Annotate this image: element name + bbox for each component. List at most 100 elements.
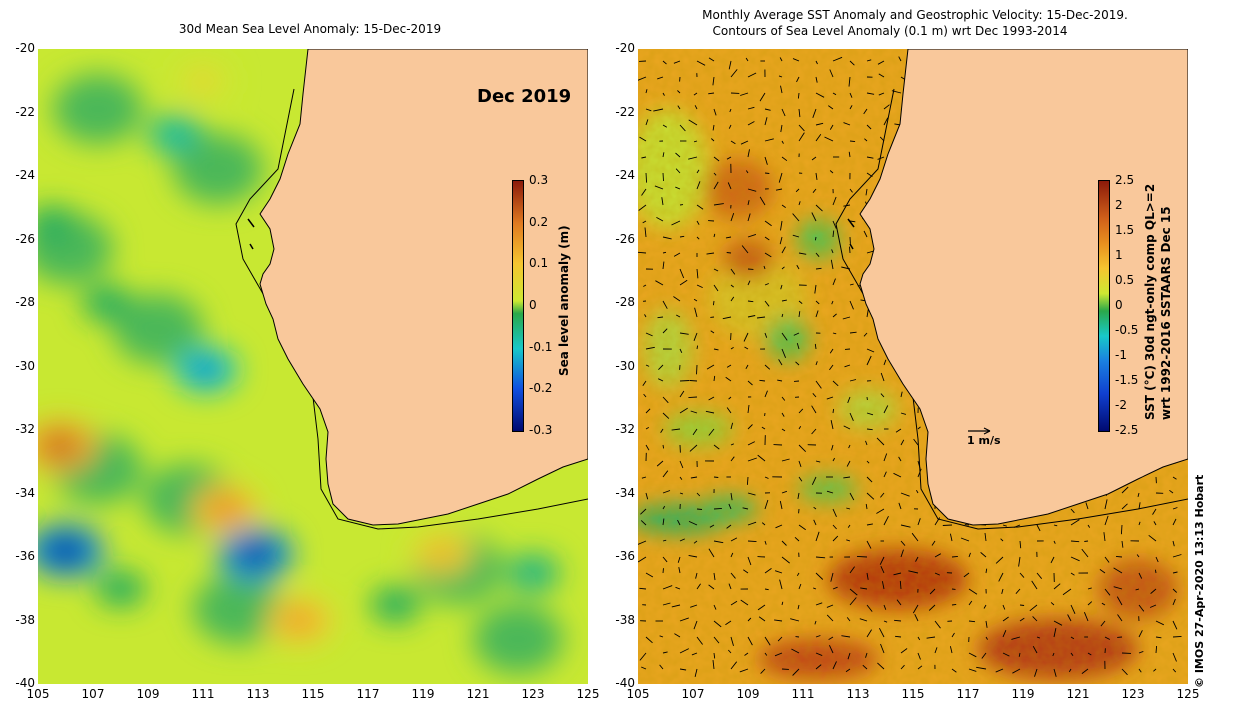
sla-land [259,49,588,526]
velocity-vector [657,316,664,319]
velocity-vector [641,156,647,159]
velocity-vector [675,152,681,158]
velocity-vector [1120,524,1123,535]
velocity-vector [866,156,874,159]
velocity-vector [777,636,783,642]
velocity-vector [811,476,817,485]
velocity-vector [931,540,936,546]
velocity-vector [659,664,664,670]
velocity-vector [645,636,653,644]
velocity-vector [866,572,869,580]
right-panel-title-line1: Monthly Average SST Anomaly and Geostrop… [702,8,1128,22]
velocity-vector [764,332,768,338]
velocity-vector [866,428,873,431]
velocity-vector [1070,652,1074,656]
left-lon-tick: 121 [466,687,490,701]
velocity-vector [662,328,668,334]
velocity-vector [1085,502,1089,510]
velocity-vector [1011,636,1021,640]
velocity-vector [1081,668,1089,674]
velocity-vector [638,204,647,211]
velocity-vector [725,620,732,626]
velocity-vector [662,568,664,574]
velocity-vector [644,314,647,318]
velocity-vector [694,668,698,678]
velocity-vector [832,661,837,670]
velocity-vector [832,380,839,387]
velocity-vector [756,316,766,319]
velocity-vector [1117,614,1123,622]
velocity-vector [1052,652,1055,657]
velocity-vector [1070,508,1075,514]
sla-colorbar-tick: 0 [529,298,537,312]
velocity-vector [713,348,719,351]
velocity-vector [696,284,703,289]
velocity-vector [640,508,647,515]
velocity-vector [747,280,751,286]
sla-anomaly-core [285,610,313,631]
sla-anomaly-core [192,72,214,89]
velocity-vector [829,124,834,130]
velocity-vector [696,364,698,375]
velocity-vector [830,259,834,270]
velocity-vector [1081,548,1089,558]
velocity-vector [847,396,851,404]
velocity-vector [814,343,817,350]
velocity-vector [679,476,683,480]
velocity-vector [832,508,837,517]
velocity-vector [653,108,664,112]
velocity-vector [815,635,821,638]
velocity-vector [985,620,988,628]
velocity-vector [824,136,834,142]
velocity-vector [1104,515,1109,526]
velocity-vector [759,196,766,206]
velocity-vector [813,519,817,526]
sst-colorbar-tick: 0.5 [1115,273,1135,287]
velocity-vector [689,380,698,382]
sla-field-patch [53,74,143,144]
velocity-vector [662,236,672,240]
velocity-vector [662,300,668,309]
velocity-vector [883,359,887,366]
velocity-vector [849,588,858,596]
velocity-vector [795,188,800,193]
left-lat-tick: -38 [15,612,35,627]
velocity-vector [708,396,715,401]
velocity-vector [745,57,749,62]
velocity-vector [764,568,772,574]
right-lon-tick: 115 [901,687,925,701]
velocity-vector [728,60,732,70]
velocity-vector [893,572,902,576]
velocity-vector [849,140,856,143]
velocity-vector [900,412,907,415]
velocity-vector [726,407,732,414]
velocity-vector [660,428,664,433]
velocity-vector [690,476,698,479]
velocity-vector [713,156,720,162]
velocity-vector [662,651,668,654]
velocity-vector [713,284,719,292]
right-lon-tick: 117 [956,687,980,701]
velocity-vector [1115,555,1123,558]
velocity-vector [645,108,652,112]
velocity-vector [878,92,885,96]
velocity-vector [898,456,902,462]
velocity-vector [1031,580,1038,590]
velocity-vector [928,604,936,611]
velocity-vector [1148,534,1157,542]
velocity-vector [743,332,749,342]
velocity-vector [832,92,837,96]
velocity-vector [642,220,647,224]
velocity-vector [671,428,681,431]
velocity-vector [883,604,887,610]
velocity-vector [745,364,749,370]
velocity-vector [815,531,820,542]
velocity-vector [843,425,851,430]
velocity-vector [815,556,826,559]
velocity-vector [798,108,801,118]
velocity-vector [760,668,766,674]
velocity-vector [1104,556,1110,563]
velocity-vector [728,583,732,590]
velocity-vector [781,140,784,144]
velocity-vector [774,570,783,574]
